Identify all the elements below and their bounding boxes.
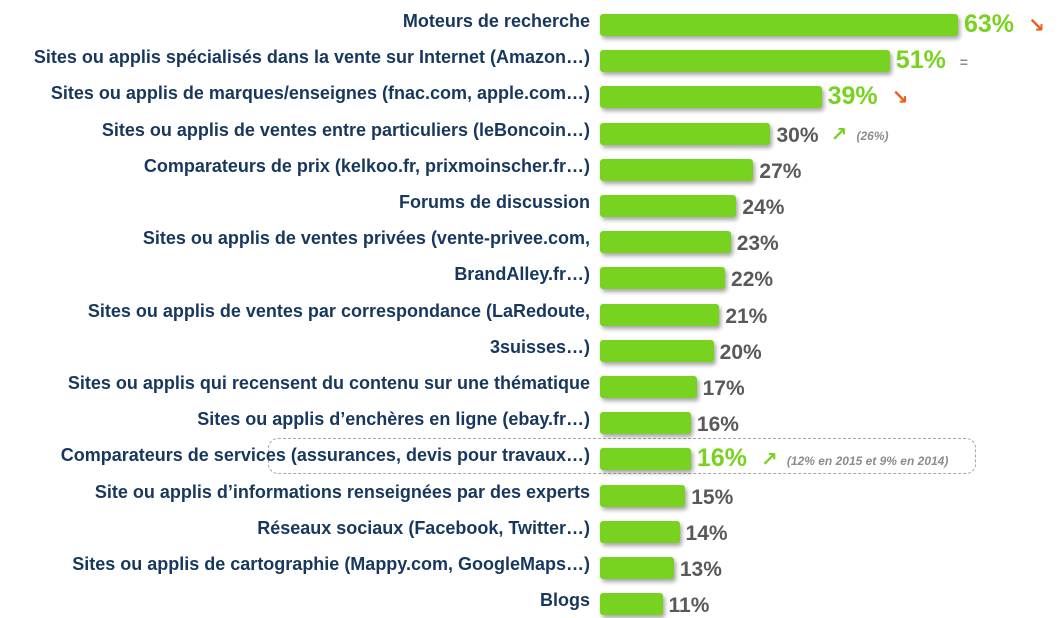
bar: [600, 376, 697, 398]
category-label: Sites ou applis spécialisés dans la vent…: [33, 47, 590, 68]
value-label: 21%: [725, 304, 768, 328]
category-label: 3suisses…): [489, 336, 590, 357]
bar: [600, 122, 771, 145]
category-label: Sites ou applis qui recensent du contenu…: [67, 373, 590, 393]
value-label: 16%: [696, 444, 747, 473]
category-label: Sites ou applis de ventes par correspond…: [87, 300, 590, 321]
trend-up-icon: ↗: [760, 449, 778, 472]
trend-down-icon: ↘: [1028, 15, 1045, 37]
bar: [600, 50, 890, 73]
category-label: Blogs: [539, 590, 590, 611]
bar: [600, 448, 691, 471]
trend-down-icon: ↘: [891, 87, 909, 110]
category-label: Sites ou applis de ventes privées (vente…: [142, 228, 590, 249]
trend-note: (12% en 2015 et 9% en 2014): [786, 454, 949, 469]
bar: [600, 557, 674, 579]
bar: [600, 195, 737, 217]
value-label: 22%: [731, 268, 774, 292]
category-label: Sites ou applis de marques/enseignes (fn…: [50, 83, 590, 104]
trend-note: (26%): [856, 128, 889, 143]
value-label: 30%: [776, 123, 819, 147]
bar: [600, 267, 726, 290]
bar: [600, 520, 680, 543]
value-label: 23%: [736, 232, 779, 256]
value-label: 24%: [742, 196, 785, 219]
category-label: Moteurs de recherche: [402, 11, 590, 31]
category-label: Forums de discussion: [398, 192, 590, 212]
bar: [600, 593, 663, 616]
bar: [600, 303, 720, 326]
value-label: 39%: [827, 82, 878, 111]
value-label: 51%: [895, 46, 946, 75]
value-label: 11%: [668, 594, 710, 618]
value-label: 20%: [719, 340, 762, 364]
bar: [600, 412, 691, 435]
category-label: BrandAlley.fr…): [454, 264, 590, 285]
value-label: 27%: [759, 159, 802, 183]
bar: [600, 484, 686, 507]
value-label: 13%: [679, 558, 722, 581]
bar: [600, 339, 714, 362]
bar: [600, 86, 822, 109]
category-label: Comparateurs de prix (kelkoo.fr, prixmoi…: [143, 155, 590, 176]
bar: [600, 158, 754, 181]
category-label: Comparateurs de services (assurances, de…: [60, 445, 590, 466]
bar: [600, 231, 731, 254]
category-label: Sites ou applis de cartographie (Mappy.c…: [72, 554, 590, 574]
value-label: 14%: [685, 521, 728, 545]
category-label: Site ou applis d’informations renseignée…: [94, 481, 590, 502]
value-label: 16%: [696, 413, 739, 437]
category-label: Sites ou applis de ventes entre particul…: [101, 119, 590, 140]
trend-up-icon: ↗: [830, 123, 848, 146]
category-label: Réseaux sociaux (Facebook, Twitter…): [257, 517, 590, 538]
bar: [600, 14, 958, 36]
highlight-dashed-box: [268, 438, 976, 474]
value-label: 17%: [702, 377, 745, 400]
value-label: 15%: [691, 485, 734, 509]
value-label: 63%: [964, 10, 1015, 38]
trend-eq-icon: =: [959, 54, 968, 71]
category-label: Sites ou applis d’enchères en ligne (eba…: [197, 409, 590, 430]
